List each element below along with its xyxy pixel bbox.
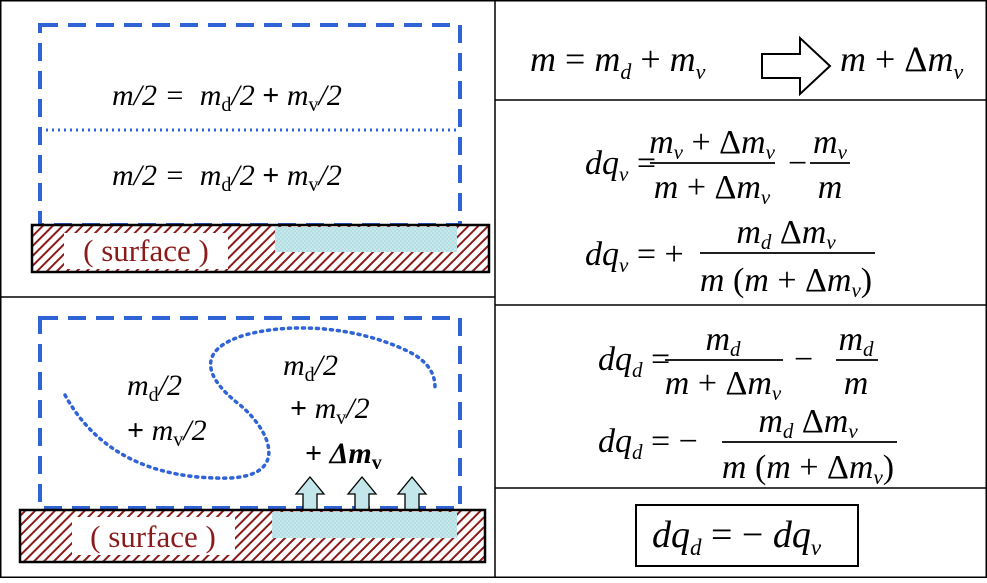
svg-text:mv: mv xyxy=(813,124,848,164)
svg-text:m + Δmv: m + Δmv xyxy=(665,365,782,405)
svg-text:dqv = +: dqv = + xyxy=(585,236,684,277)
svg-text:m + Δmv: m + Δmv xyxy=(840,39,963,84)
svg-text:md Δmv: md Δmv xyxy=(758,403,858,443)
eq-final-boxed: dqd = − dqv xyxy=(635,504,859,567)
dashed-box-bottom xyxy=(38,316,462,510)
svg-text:−: − xyxy=(794,341,813,378)
svg-text:m: m xyxy=(844,365,869,402)
eq-dqd-2: dqd = − md Δmv m (m + Δmv) xyxy=(598,403,897,489)
eq-mass: m = md + mv m + Δmv xyxy=(530,35,963,97)
surface-label-bottom: ( surface ) xyxy=(90,519,216,554)
evaporation-arrow-icon xyxy=(346,475,378,511)
right-mass-l1: md/2 xyxy=(283,349,338,386)
evaporation-arrow-icon xyxy=(294,475,326,511)
water-top xyxy=(275,227,457,252)
right-mass-l2: + mv/2 xyxy=(290,392,370,429)
svg-text:m + Δmv: m + Δmv xyxy=(654,169,771,209)
svg-text:md Δmv: md Δmv xyxy=(736,214,836,254)
dotted-boundary-curve xyxy=(63,326,437,480)
water-bottom xyxy=(272,512,457,538)
svg-text:m = md + mv: m = md + mv xyxy=(530,39,706,84)
left-mass-l2: + mv/2 xyxy=(127,414,207,451)
svg-text:dqd =: dqd = xyxy=(598,341,670,382)
evaporation-arrows xyxy=(294,475,428,511)
right-mass-l3: + Δmv xyxy=(305,437,382,474)
top-line-1: m/2 = md/2 + mv/2 xyxy=(112,79,342,116)
svg-text:m (m + Δmv): m (m + Δmv) xyxy=(700,262,872,302)
surface-label-bg-top xyxy=(64,233,228,269)
surface-label-top: ( surface ) xyxy=(83,233,209,268)
evaporation-arrow-icon xyxy=(396,475,428,511)
svg-text:md: md xyxy=(705,321,741,361)
surface-label-bg-bottom xyxy=(72,517,235,555)
bottom-panel: md/2 + mv/2 md/2 + mv/2 + Δmv ( surface … xyxy=(18,316,487,564)
svg-text:m (m + Δmv): m (m + Δmv) xyxy=(722,449,894,489)
svg-text:−: − xyxy=(788,145,807,182)
svg-text:dqd = −: dqd = − xyxy=(598,423,698,464)
svg-text:dqd = − dqv: dqd = − dqv xyxy=(652,514,822,560)
top-line-2: m/2 = md/2 + mv/2 xyxy=(112,159,342,196)
eq-dqv-1: dqv = mv + Δmv m + Δmv − mv m xyxy=(585,124,850,209)
dashed-box-top xyxy=(38,23,462,227)
svg-text:md: md xyxy=(838,321,874,361)
svg-text:m: m xyxy=(818,169,843,206)
implies-arrow-icon xyxy=(761,35,832,97)
svg-text:dqv =: dqv = xyxy=(585,145,656,186)
eq-dqv-2: dqv = + md Δmv m (m + Δmv) xyxy=(585,214,875,302)
left-mass-l1: md/2 xyxy=(127,369,182,406)
top-panel: m/2 = md/2 + mv/2 m/2 = md/2 + mv/2 ( su… xyxy=(30,23,491,274)
svg-text:mv + Δmv: mv + Δmv xyxy=(649,124,776,164)
eq-dqd-1: dqd = md m + Δmv − md m xyxy=(598,321,878,405)
